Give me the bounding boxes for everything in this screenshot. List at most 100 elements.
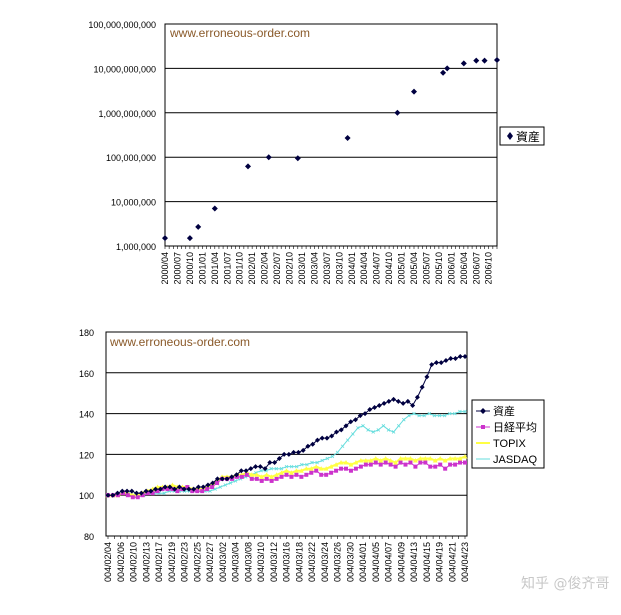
x-tick-label: 2004/07	[372, 252, 382, 285]
data-point	[460, 60, 467, 67]
x-tick-label: 2001/01	[197, 252, 207, 285]
y-tick-label: 1,000,000,000	[98, 109, 156, 119]
x-tick-label: 2004/01	[347, 252, 357, 285]
x-tick-label: 004/04/15	[422, 542, 432, 582]
zhihu-watermark: 知乎 @俊齐哥	[521, 576, 610, 592]
data-point	[394, 109, 401, 116]
x-tick-label: 2002/01	[247, 252, 257, 285]
x-tick-label: 004/02/13	[141, 542, 151, 582]
x-tick-label: 2001/04	[210, 252, 220, 285]
y-tick-label: 10,000,000,000	[93, 64, 156, 74]
data-point	[265, 154, 272, 161]
x-tick-label: 004/02/19	[167, 542, 177, 582]
top-gridlines	[165, 67, 497, 203]
y-tick-label: 10,000,000	[111, 198, 156, 208]
x-tick-label: 004/04/23	[460, 542, 470, 582]
y-tick-label: 100	[79, 491, 94, 501]
x-tick-label: 004/04/05	[371, 542, 381, 582]
bottom-x-tick-marks	[107, 536, 466, 539]
x-tick-label: 2003/01	[297, 252, 307, 285]
y-tick-label: 100,000,000	[106, 153, 156, 163]
legend-label-asset: 資産	[493, 405, 515, 418]
y-tick-label: 160	[79, 369, 94, 379]
x-tick-label: 2002/10	[285, 252, 295, 285]
bottom-watermark: www.erroneous-order.com	[109, 335, 250, 349]
x-tick-label: 004/04/19	[435, 542, 445, 582]
x-tick-label: 2002/04	[260, 252, 270, 285]
data-point	[481, 57, 488, 64]
data-point	[195, 223, 202, 230]
x-tick-label: 2000/10	[185, 252, 195, 285]
data-point	[162, 235, 168, 242]
y-tick-label: 120	[79, 450, 94, 460]
data-point	[294, 155, 301, 162]
y-tick-label: 100,000,000,000	[88, 20, 156, 30]
legend-label-nikkei: 日経平均	[493, 421, 537, 434]
diamond-marker-icon	[480, 408, 486, 414]
top-legend-label: 資産	[516, 129, 540, 144]
x-tick-label: 004/04/01	[358, 542, 368, 582]
x-tick-label: 2004/04	[359, 252, 369, 285]
x-tick-label: 004/02/25	[192, 542, 202, 582]
x-tick-label: 004/03/26	[333, 542, 343, 582]
bottom-series-lines	[105, 353, 468, 500]
x-tick-label: 004/03/10	[256, 542, 266, 582]
legend-item-topix: TOPIX	[476, 438, 526, 450]
x-tick-label: 004/03/12	[269, 542, 279, 582]
x-tick-label: 2005/07	[421, 252, 431, 285]
x-tick-label: 2005/04	[409, 252, 419, 285]
bottom-x-axis-labels: 004/02/04 004/02/06 004/02/10 004/02/13 004/…	[103, 542, 470, 582]
legend-item-nikkei: 日経平均	[476, 421, 537, 434]
diamond-marker-icon	[507, 132, 513, 140]
bottom-y-axis-labels: 180 160 140 120 100 80	[79, 328, 94, 542]
top-y-axis-labels: 100,000,000,000 10,000,000,000 1,000,000,0…	[88, 20, 156, 252]
asset-log-scatter-chart: 100,000,000,000 10,000,000,000 1,000,000,0…	[88, 20, 545, 285]
legend-label-topix: TOPIX	[493, 438, 526, 450]
top-x-axis-labels: 2000/04 2000/07 2000/10 2001/01 2001/04 2001/…	[160, 252, 494, 285]
x-tick-label: 004/03/30	[345, 542, 355, 582]
x-tick-label: 004/03/02	[218, 542, 228, 582]
x-tick-label: 004/02/06	[116, 542, 126, 582]
data-point	[494, 56, 500, 63]
x-tick-label: 004/03/08	[243, 542, 253, 582]
data-point	[411, 88, 417, 95]
x-tick-label: 2006/10	[484, 252, 494, 285]
x-tick-label: 2003/10	[334, 252, 344, 285]
x-tick-label: 2002/07	[272, 252, 282, 285]
x-tick-label: 004/02/10	[129, 542, 139, 582]
data-point	[440, 69, 447, 76]
top-legend: 資産	[499, 126, 545, 146]
legend-item-jasdaq: JASDAQ	[476, 454, 537, 466]
x-tick-label: 2003/07	[322, 252, 332, 285]
x-tick-label: 004/04/21	[447, 542, 457, 582]
series-資産	[105, 353, 468, 498]
x-tick-label: 004/03/24	[320, 542, 330, 582]
legend-item-asset: 資産	[476, 405, 515, 418]
y-tick-label: 180	[79, 328, 94, 338]
data-point	[245, 163, 251, 170]
x-tick-label: 2006/01	[446, 252, 456, 285]
x-tick-label: 004/04/13	[409, 542, 419, 582]
bottom-legend: 資産 日経平均 TOPIX JASDAQ	[471, 399, 545, 469]
data-point	[211, 205, 218, 212]
x-tick-label: 2005/10	[434, 252, 444, 285]
x-tick-label: 2006/07	[471, 252, 481, 285]
x-tick-label: 004/03/16	[282, 542, 292, 582]
x-tick-label: 2001/10	[235, 252, 245, 285]
y-tick-label: 140	[79, 410, 94, 420]
x-tick-label: 004/03/04	[231, 542, 241, 582]
x-tick-label: 2003/04	[309, 252, 319, 285]
top-watermark: www.erroneous-order.com	[169, 26, 310, 40]
data-point	[186, 235, 193, 242]
x-tick-label: 004/02/17	[154, 542, 164, 582]
x-tick-label: 2004/10	[384, 252, 394, 285]
x-tick-label: 004/04/07	[384, 542, 394, 582]
legend-label-jasdaq: JASDAQ	[493, 454, 537, 466]
x-tick-label: 004/02/04	[103, 542, 113, 582]
bottom-plot-area	[105, 331, 468, 537]
top-data-points	[162, 56, 500, 242]
x-tick-label: 2005/01	[397, 252, 407, 285]
x-tick-label: 004/02/27	[205, 542, 215, 582]
